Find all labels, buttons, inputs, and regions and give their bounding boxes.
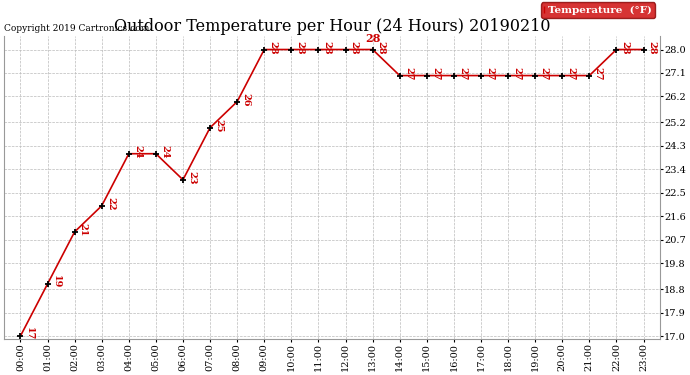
Title: Outdoor Temperature per Hour (24 Hours) 20190210: Outdoor Temperature per Hour (24 Hours) … — [114, 18, 550, 35]
Text: 28: 28 — [295, 41, 304, 54]
Text: 27: 27 — [458, 67, 467, 80]
Text: Copyright 2019 Cartronics.com: Copyright 2019 Cartronics.com — [4, 24, 150, 33]
Text: 27: 27 — [485, 67, 494, 80]
Text: 28: 28 — [620, 41, 629, 54]
Text: 27: 27 — [512, 67, 521, 80]
Text: 27: 27 — [593, 67, 602, 80]
Text: 21: 21 — [79, 223, 88, 237]
Text: 17: 17 — [25, 327, 34, 341]
Text: 27: 27 — [540, 67, 549, 80]
Text: 27: 27 — [404, 67, 413, 80]
Text: 26: 26 — [241, 93, 250, 106]
Text: 28: 28 — [323, 41, 332, 54]
Text: 23: 23 — [187, 171, 196, 184]
Text: 25: 25 — [214, 119, 224, 132]
Text: 27: 27 — [566, 67, 575, 80]
Text: 28: 28 — [365, 33, 380, 44]
Text: 27: 27 — [431, 67, 440, 80]
Text: 28: 28 — [350, 41, 359, 54]
Text: 22: 22 — [106, 197, 115, 211]
Text: 28: 28 — [377, 41, 386, 54]
Text: 28: 28 — [648, 41, 657, 54]
Text: 19: 19 — [52, 275, 61, 289]
Legend: Temperature  (°F): Temperature (°F) — [542, 2, 655, 18]
Text: 24: 24 — [133, 145, 142, 159]
Text: 24: 24 — [160, 145, 169, 159]
Text: 28: 28 — [268, 41, 277, 54]
